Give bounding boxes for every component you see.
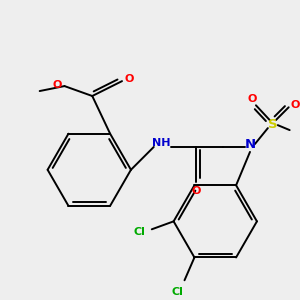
Text: NH: NH (152, 138, 171, 148)
Text: O: O (291, 100, 300, 110)
Text: Cl: Cl (134, 227, 146, 237)
Text: Cl: Cl (172, 287, 184, 297)
Text: N: N (244, 138, 256, 151)
Text: O: O (192, 186, 201, 196)
Text: O: O (124, 74, 134, 84)
Text: O: O (53, 80, 62, 90)
Text: S: S (268, 118, 278, 131)
Text: O: O (247, 94, 257, 104)
